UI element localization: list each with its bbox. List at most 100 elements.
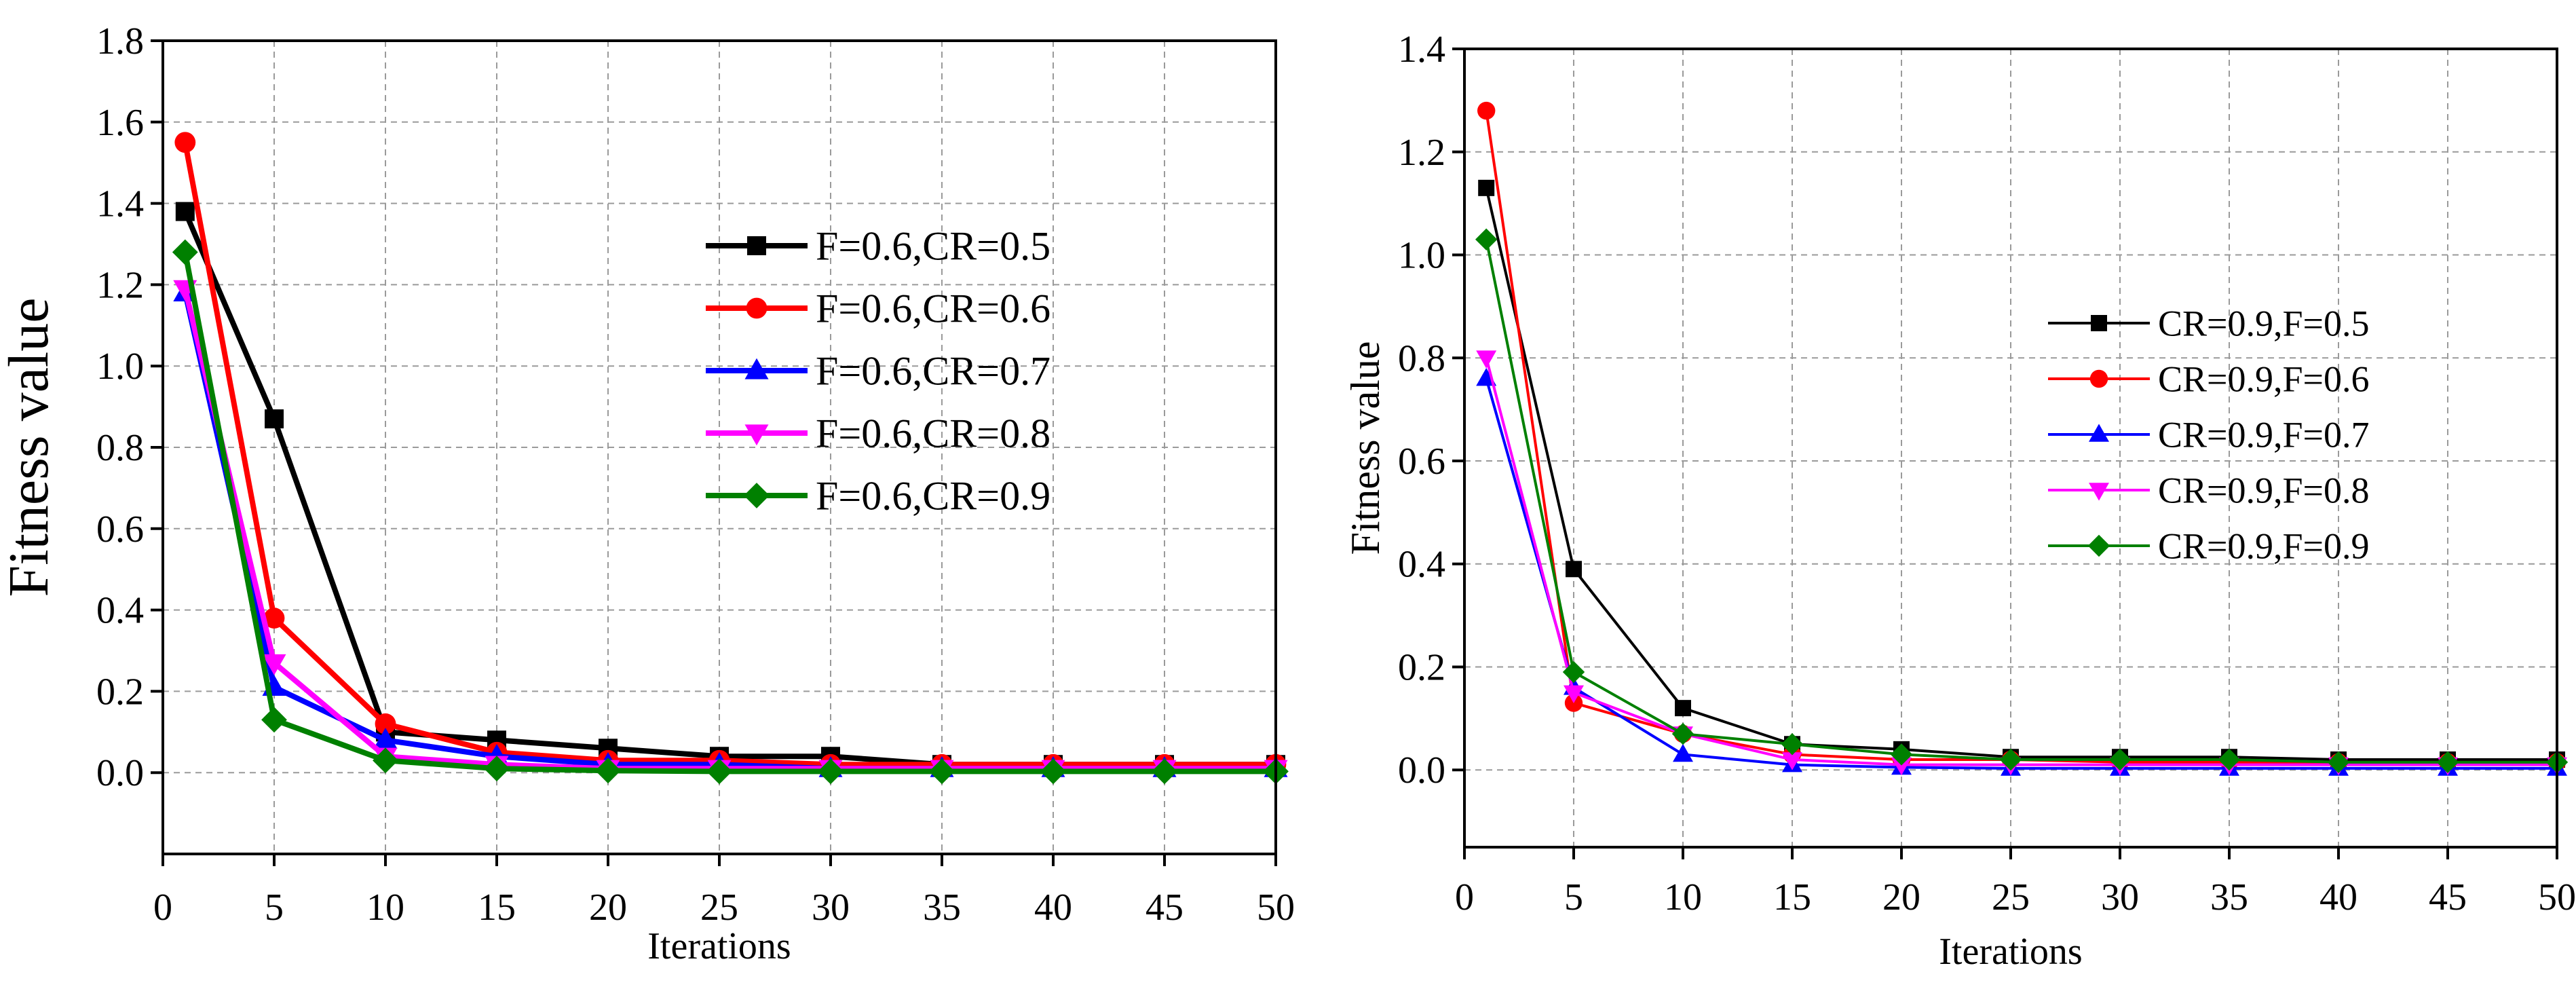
y-tick-label: 1.4 bbox=[96, 183, 144, 225]
legend-marker bbox=[2089, 483, 2109, 501]
series-line bbox=[1485, 378, 2557, 770]
legend-label: CR=0.9,F=0.6 bbox=[2158, 358, 2369, 399]
grid bbox=[1464, 48, 2557, 847]
legend-marker bbox=[2087, 534, 2110, 557]
x-tick-label: 5 bbox=[1564, 876, 1583, 918]
legend-marker bbox=[2091, 315, 2107, 331]
x-tick-label: 20 bbox=[1882, 876, 1920, 918]
legend-marker bbox=[744, 424, 769, 446]
legend-item: F=0.6,CR=0.9 bbox=[706, 473, 1050, 518]
data-point bbox=[1040, 758, 1066, 785]
x-axis-label: Iterations bbox=[1939, 931, 2082, 973]
y-tick-label: 0.0 bbox=[1398, 749, 1445, 792]
legend: F=0.6,CR=0.5 F=0.6,CR=0.6 F=0.6,CR=0.7 F=0.… bbox=[706, 223, 1050, 518]
y-tick-label: 1.8 bbox=[96, 20, 144, 62]
series-line bbox=[183, 210, 1276, 768]
data-point bbox=[818, 758, 844, 785]
legend-item: F=0.6,CR=0.6 bbox=[706, 286, 1050, 331]
y-tick-label: 1.6 bbox=[96, 102, 144, 144]
data-point bbox=[175, 202, 195, 221]
data-point bbox=[1890, 743, 1913, 766]
x-tick-label: 50 bbox=[1257, 887, 1295, 929]
data-point bbox=[1673, 743, 1693, 762]
data-point bbox=[1476, 350, 1497, 369]
data-point bbox=[2327, 751, 2350, 774]
x-tick-label: 35 bbox=[923, 887, 961, 929]
data-point bbox=[1781, 733, 1804, 756]
data-point bbox=[1671, 722, 1694, 745]
x-tick-label: 15 bbox=[478, 887, 516, 929]
legend-item: CR=0.9,F=0.5 bbox=[2048, 303, 2369, 343]
series-line bbox=[1485, 187, 2557, 762]
x-tick-label: 45 bbox=[1145, 887, 1183, 929]
data-point bbox=[172, 239, 198, 265]
data-point bbox=[1475, 228, 1498, 250]
y-tick-label: 1.0 bbox=[96, 346, 144, 388]
legend-item: F=0.6,CR=0.7 bbox=[706, 348, 1050, 393]
series-3 bbox=[173, 280, 1288, 781]
legend-label: F=0.6,CR=0.6 bbox=[816, 286, 1050, 331]
x-tick-label: 20 bbox=[589, 887, 627, 929]
y-tick-label: 1.2 bbox=[1398, 132, 1445, 174]
legend-marker bbox=[746, 297, 768, 319]
data-point bbox=[2108, 748, 2132, 771]
y-tick-label: 1.4 bbox=[1398, 29, 1445, 71]
x-tick-label: 10 bbox=[366, 887, 404, 929]
legend-label: CR=0.9,F=0.5 bbox=[2158, 303, 2369, 343]
data-point bbox=[1675, 700, 1691, 717]
data-point bbox=[706, 758, 732, 785]
x-tick-label: 25 bbox=[700, 887, 738, 929]
x-tick-label: 40 bbox=[1034, 887, 1072, 929]
legend-label: CR=0.9,F=0.7 bbox=[2158, 414, 2369, 455]
data-point bbox=[1562, 660, 1585, 684]
x-tick-label: 35 bbox=[2210, 876, 2248, 918]
series-4 bbox=[1475, 228, 2569, 774]
y-tick-label: 0.4 bbox=[96, 590, 144, 632]
data-point bbox=[1891, 757, 1912, 776]
series-line bbox=[1485, 110, 2557, 764]
data-point bbox=[1999, 748, 2022, 771]
legend-label: F=0.6,CR=0.5 bbox=[816, 223, 1050, 268]
series-0 bbox=[175, 202, 1285, 775]
left-chart: 0 5 10 15 20 25 30 35 40 45 50 0.0 0.2 0.4 0.6 0.8 1.0 1.… bbox=[0, 20, 1295, 967]
data-point bbox=[1152, 758, 1177, 785]
series-line bbox=[1485, 239, 2557, 764]
y-axis-label: Fitness value bbox=[0, 298, 60, 597]
data-point bbox=[1782, 752, 1802, 770]
data-point bbox=[484, 756, 510, 782]
x-tick-label: 10 bbox=[1664, 876, 1702, 918]
y-tick-label: 0.4 bbox=[1398, 544, 1445, 586]
legend-marker bbox=[2089, 369, 2108, 388]
data-point bbox=[2436, 751, 2459, 774]
data-point bbox=[375, 713, 396, 734]
data-point bbox=[373, 728, 398, 749]
x-tick-label: 25 bbox=[1992, 876, 2030, 918]
y-tick-label: 1.0 bbox=[1398, 235, 1445, 277]
series-2 bbox=[1476, 367, 2567, 776]
series-1 bbox=[174, 132, 1287, 775]
data-point bbox=[929, 758, 955, 785]
legend-label: F=0.6,CR=0.8 bbox=[816, 411, 1050, 455]
data-point bbox=[1477, 101, 1496, 120]
x-tick-label: 50 bbox=[2538, 876, 2576, 918]
data-point bbox=[263, 608, 285, 629]
y-tick-label: 0.6 bbox=[1398, 441, 1445, 483]
legend-label: CR=0.9,F=0.9 bbox=[2158, 525, 2369, 566]
data-point bbox=[261, 707, 287, 733]
data-point bbox=[1566, 561, 1582, 578]
legend-marker bbox=[744, 358, 769, 379]
legend-item: CR=0.9,F=0.9 bbox=[2048, 525, 2369, 566]
data-point bbox=[373, 747, 398, 774]
x-tick-label: 40 bbox=[2319, 876, 2357, 918]
legend-item: F=0.6,CR=0.8 bbox=[706, 411, 1050, 455]
series-line bbox=[182, 292, 1276, 772]
data-point bbox=[595, 758, 621, 784]
x-tick-label: 45 bbox=[2429, 876, 2467, 918]
legend-item: F=0.6,CR=0.5 bbox=[706, 223, 1050, 268]
x-tick-label: 30 bbox=[2101, 876, 2139, 918]
data-point bbox=[174, 132, 196, 153]
series-line bbox=[182, 142, 1276, 768]
legend-marker bbox=[747, 236, 766, 255]
x-tick-label: 5 bbox=[265, 887, 284, 929]
data-point bbox=[1478, 179, 1495, 196]
